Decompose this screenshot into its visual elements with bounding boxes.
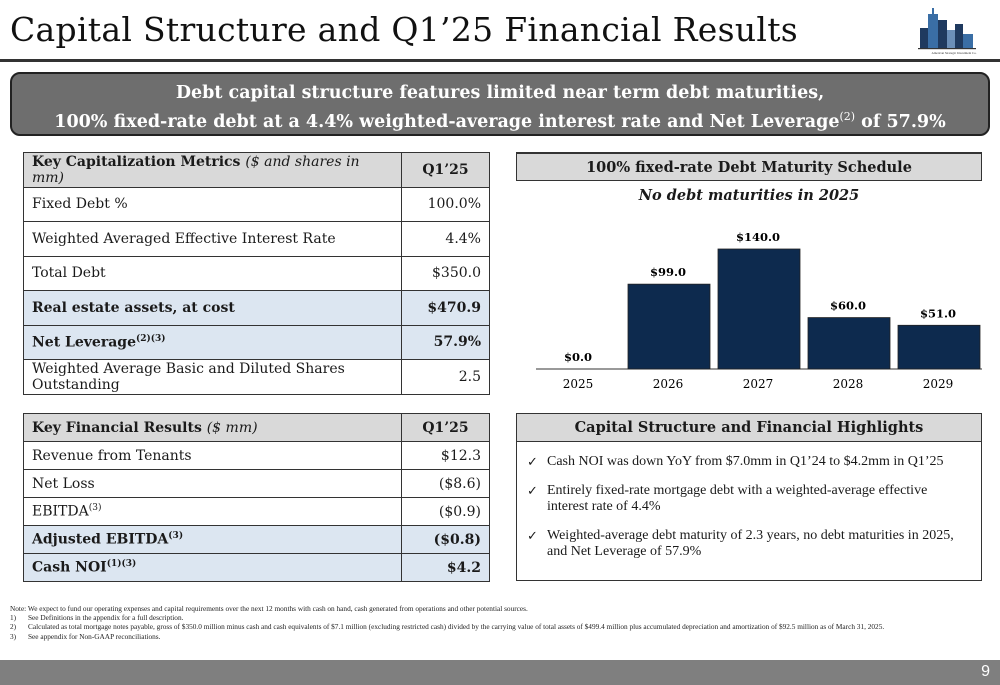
banner-line-1: Debt capital structure features limited … bbox=[175, 83, 825, 103]
table-row: Cash NOI(1)(3) $4.2 bbox=[23, 553, 490, 582]
table-row: Fixed Debt % 100.0% bbox=[23, 186, 490, 222]
footnote-number: 1) bbox=[10, 613, 17, 623]
banner-line-2: 100% fixed-rate debt at a 4.4% weighted-… bbox=[54, 110, 946, 132]
row-label: Adjusted EBITDA(3) bbox=[23, 525, 402, 554]
footnote-ref: (2)(3) bbox=[135, 333, 166, 344]
footnote-number: 3) bbox=[10, 631, 17, 641]
row-value: $12.3 bbox=[401, 441, 490, 470]
highlights-title: Capital Structure and Financial Highligh… bbox=[517, 414, 981, 442]
fin-table-header-period: Q1’25 bbox=[401, 413, 490, 442]
summary-banner: Debt capital structure features limited … bbox=[10, 72, 990, 136]
footnote-item: 3) See appendix for Non-GAAP reconciliati… bbox=[10, 632, 990, 641]
footnote-ref: (3) bbox=[88, 503, 102, 514]
table-row: Weighted Average Basic and Diluted Share… bbox=[23, 359, 490, 395]
financial-results-table: Key Financial Results ($ mm) Q1’25 Revenue… bbox=[23, 413, 490, 582]
row-label: Revenue from Tenants bbox=[23, 441, 402, 470]
row-value: 100.0% bbox=[401, 186, 490, 222]
x-tick-2027: 2027 bbox=[743, 377, 774, 391]
highlight-text: Weighted-average debt maturity of 2.3 ye… bbox=[547, 528, 954, 559]
x-tick-2025: 2025 bbox=[563, 377, 594, 391]
bar-2029 bbox=[897, 324, 981, 370]
bar-2028 bbox=[807, 317, 891, 370]
cap-table-header-row: Key Capitalization Metrics ($ and shares… bbox=[23, 152, 490, 188]
footnote-text: See appendix for Non-GAAP reconciliation… bbox=[28, 631, 161, 641]
title-divider bbox=[0, 59, 1000, 62]
table-row: Net Leverage(2)(3) 57.9% bbox=[23, 324, 490, 360]
checkmark-icon: ✓ bbox=[527, 454, 538, 469]
table-row: Revenue from Tenants $12.3 bbox=[23, 441, 490, 470]
highlight-text: Entirely fixed-rate mortgage debt with a… bbox=[547, 483, 928, 514]
row-value: ($0.8) bbox=[401, 525, 490, 554]
footer-bar: 9 bbox=[0, 660, 1000, 685]
cap-table-header-text: Key Capitalization Metrics bbox=[32, 153, 246, 170]
chart-subtitle: No debt maturities in 2025 bbox=[638, 187, 860, 204]
fin-table-header-units: ($ mm) bbox=[206, 419, 258, 436]
footnote-text: See Definitions in the appendix for a fu… bbox=[28, 613, 184, 623]
table-row: Weighted Averaged Effective Interest Rat… bbox=[23, 221, 490, 257]
fin-table-header-label: Key Financial Results ($ mm) bbox=[23, 413, 402, 442]
table-row: Total Debt $350.0 bbox=[23, 255, 490, 291]
fin-table-header-row: Key Financial Results ($ mm) Q1’25 bbox=[23, 413, 490, 442]
footnote-ref: (1)(3) bbox=[106, 559, 137, 570]
row-value: 57.9% bbox=[401, 324, 490, 360]
row-value: 2.5 bbox=[401, 359, 490, 395]
highlights-panel: Capital Structure and Financial Highligh… bbox=[516, 413, 982, 581]
footnote-number: 2) bbox=[10, 622, 17, 632]
cap-table-header-period: Q1’25 bbox=[401, 152, 490, 188]
footnote-intro: Note: We expect to fund our operating ex… bbox=[10, 604, 528, 613]
debt-maturity-chart: $0.0 2025 $99.0 2026 $140.0 2027 $60.0 2028 $51.… bbox=[536, 230, 982, 391]
chart-title: 100% fixed-rate Debt Maturity Schedule bbox=[516, 153, 982, 181]
highlight-item: ✓ Weighted-average debt maturity of 2.3 y… bbox=[527, 528, 967, 560]
row-value: ($8.6) bbox=[401, 469, 490, 498]
data-label-2025: $0.0 bbox=[564, 350, 592, 364]
data-label-2026: $99.0 bbox=[650, 265, 686, 279]
row-value: ($0.9) bbox=[401, 497, 490, 526]
row-label: Fixed Debt % bbox=[23, 186, 402, 222]
bar-2027 bbox=[717, 248, 801, 370]
row-label: Cash NOI(1)(3) bbox=[23, 553, 402, 582]
checkmark-icon: ✓ bbox=[527, 528, 538, 543]
cap-table-header-label: Key Capitalization Metrics ($ and shares… bbox=[23, 152, 402, 188]
row-label: EBITDA(3) bbox=[23, 497, 402, 526]
data-label-2028: $60.0 bbox=[830, 299, 866, 313]
x-tick-2026: 2026 bbox=[653, 377, 684, 391]
highlights-list: ✓ Cash NOI was down YoY from $7.0mm in Q1… bbox=[517, 442, 981, 560]
company-logo: American Strategic Investment Co. bbox=[918, 8, 977, 55]
page-number: 9 bbox=[981, 663, 990, 680]
debt-maturity-chart-panel: 100% fixed-rate Debt Maturity Schedule N… bbox=[516, 152, 982, 394]
footnote-item: 2) Calculated as total mortgage notes pay… bbox=[10, 622, 990, 631]
row-value: 4.4% bbox=[401, 221, 490, 257]
row-value: $470.9 bbox=[401, 290, 490, 326]
row-label: Total Debt bbox=[23, 255, 402, 291]
footnote-text: Calculated as total mortgage notes payab… bbox=[28, 622, 885, 632]
fin-table-header-text: Key Financial Results bbox=[32, 419, 207, 436]
footnote-ref: (3) bbox=[168, 531, 184, 542]
data-label-2029: $51.0 bbox=[920, 306, 956, 320]
highlight-item: ✓ Entirely fixed-rate mortgage debt with … bbox=[527, 483, 967, 515]
row-value: $4.2 bbox=[401, 553, 490, 582]
footnote-item: 1) See Definitions in the appendix for a … bbox=[10, 613, 990, 622]
highlight-text: Cash NOI was down YoY from $7.0mm in Q1’… bbox=[547, 454, 944, 469]
x-tick-2028: 2028 bbox=[833, 377, 864, 391]
table-row: Net Loss ($8.6) bbox=[23, 469, 490, 498]
row-label: Weighted Average Basic and Diluted Share… bbox=[23, 359, 402, 395]
table-row: Adjusted EBITDA(3) ($0.8) bbox=[23, 525, 490, 554]
cap-table-header-units: ($ and shares in mm) bbox=[32, 153, 360, 186]
table-row: Real estate assets, at cost $470.9 bbox=[23, 290, 490, 326]
logo-caption: American Strategic Investment Co. bbox=[932, 51, 977, 55]
row-value: $350.0 bbox=[401, 255, 490, 291]
bar-2026 bbox=[627, 283, 711, 370]
page-title: Capital Structure and Q1’25 Financial Re… bbox=[10, 10, 799, 49]
data-label-2027: $140.0 bbox=[736, 230, 780, 244]
row-label: Weighted Averaged Effective Interest Rat… bbox=[23, 221, 402, 257]
row-label: Real estate assets, at cost bbox=[23, 290, 402, 326]
highlight-item: ✓ Cash NOI was down YoY from $7.0mm in Q1… bbox=[527, 454, 967, 470]
x-tick-2029: 2029 bbox=[923, 377, 954, 391]
row-label: Net Loss bbox=[23, 469, 402, 498]
table-row: EBITDA(3) ($0.9) bbox=[23, 497, 490, 526]
row-label: Net Leverage(2)(3) bbox=[23, 324, 402, 360]
checkmark-icon: ✓ bbox=[527, 483, 538, 498]
capitalization-metrics-table: Key Capitalization Metrics ($ and shares… bbox=[23, 152, 490, 395]
footnotes: Note: We expect to fund our operating ex… bbox=[10, 604, 990, 641]
